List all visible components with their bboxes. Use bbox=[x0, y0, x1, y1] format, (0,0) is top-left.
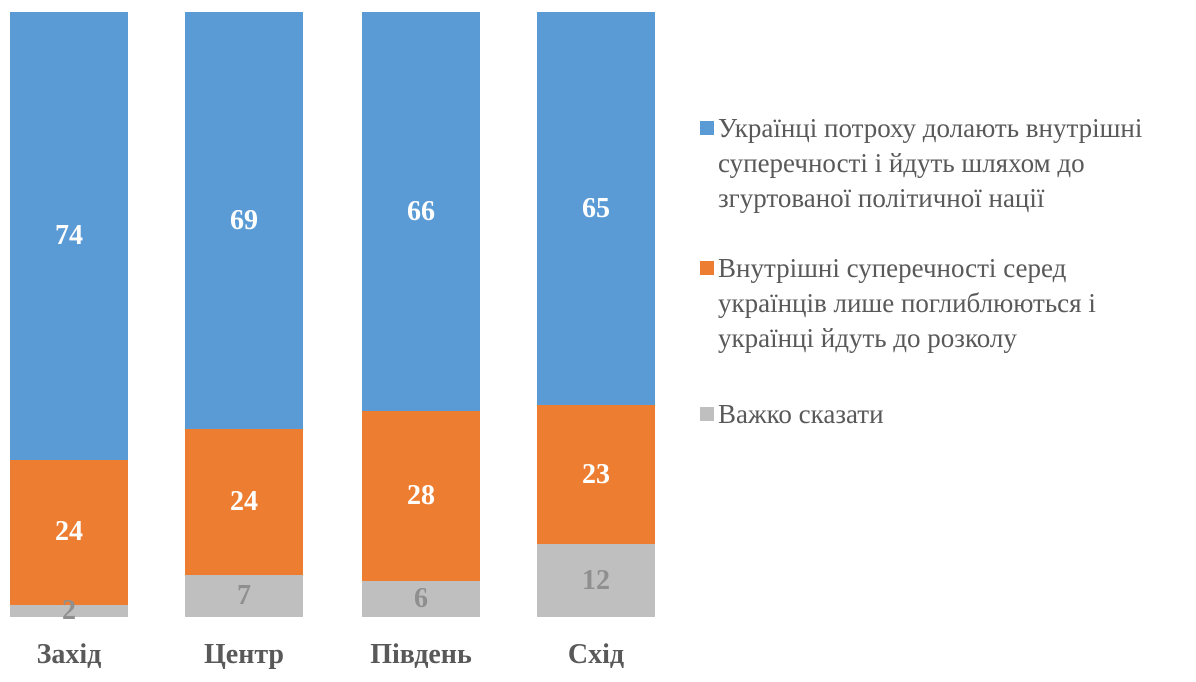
plot-area: 74 24 2 69 24 7 66 28 6 65 23 12 bbox=[10, 12, 670, 624]
bar-2-segment-3: 7 bbox=[185, 574, 303, 617]
bar-3-segment-3: 6 bbox=[362, 580, 480, 617]
legend-label: Важко сказати bbox=[718, 399, 884, 429]
bar-3: 66 28 6 bbox=[362, 12, 480, 617]
bar-4-segment-2: 23 bbox=[537, 405, 655, 545]
value-label: 6 bbox=[414, 582, 428, 614]
value-label: 74 bbox=[55, 219, 83, 251]
legend-label: Внутрішні суперечності серед українців л… bbox=[718, 253, 1096, 353]
bar-3-segment-2: 28 bbox=[362, 411, 480, 581]
value-label: 28 bbox=[407, 479, 435, 511]
category-label: Центр bbox=[203, 639, 284, 670]
x-axis-labels: Захід Центр Південь Схід bbox=[0, 638, 680, 678]
value-label: 24 bbox=[55, 516, 83, 548]
value-label: 7 bbox=[237, 579, 251, 611]
bar-1: 74 24 2 bbox=[10, 12, 128, 624]
value-label: 24 bbox=[230, 486, 258, 518]
bar-1-segment-2: 24 bbox=[10, 459, 128, 605]
bar-2-segment-1: 69 bbox=[185, 12, 303, 430]
legend-swatch-icon bbox=[700, 407, 714, 421]
value-label: 66 bbox=[407, 195, 435, 227]
bar-3-segment-1: 66 bbox=[362, 12, 480, 412]
category-label: Захід bbox=[36, 639, 102, 670]
bar-1-segment-3: 2 bbox=[10, 596, 128, 624]
bar-4-segment-3: 12 bbox=[537, 544, 655, 617]
value-label: 65 bbox=[582, 192, 610, 224]
legend-item-1: Українці потроху долають внутрішні супер… bbox=[700, 111, 1142, 216]
value-label: 23 bbox=[582, 458, 610, 490]
legend-label: Українці потроху долають внутрішні супер… bbox=[718, 113, 1143, 213]
legend-item-2: Внутрішні суперечності серед українців л… bbox=[700, 251, 1096, 356]
value-label: 2 bbox=[62, 594, 76, 626]
legend-swatch-icon bbox=[700, 261, 714, 275]
legend-item-3: Важко сказати bbox=[700, 397, 884, 432]
bar-1-segment-1: 74 bbox=[10, 12, 128, 460]
category-label: Південь bbox=[370, 639, 472, 670]
bar-2-segment-2: 24 bbox=[185, 429, 303, 575]
value-label: 69 bbox=[230, 204, 258, 236]
bar-4: 65 23 12 bbox=[537, 12, 655, 617]
value-label: 12 bbox=[582, 564, 610, 596]
legend-swatch-icon bbox=[700, 121, 714, 135]
bar-2: 69 24 7 bbox=[185, 12, 303, 617]
category-label: Схід bbox=[567, 639, 625, 670]
bar-4-segment-1: 65 bbox=[537, 12, 655, 406]
